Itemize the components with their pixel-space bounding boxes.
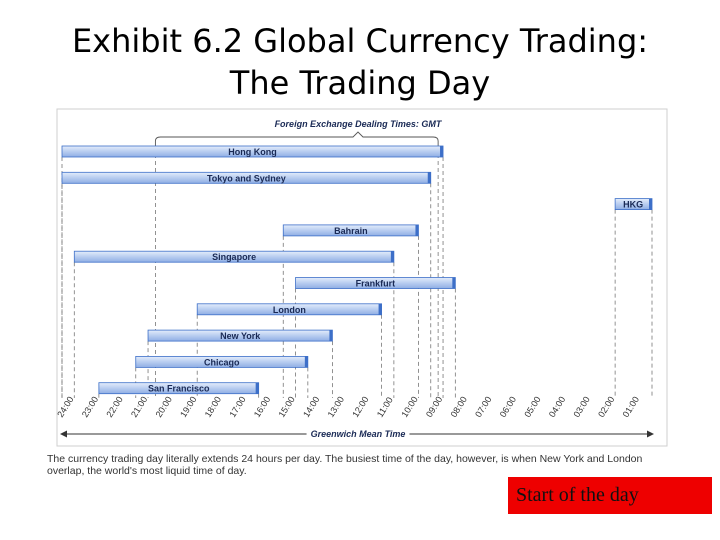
bar-end-chicago: [304, 356, 308, 368]
bar-end-hkg: [649, 198, 652, 210]
bar-label-bahrain: Bahrain: [334, 226, 368, 236]
bar-end-bahrain: [415, 224, 419, 236]
bar-label-san-francisco: San Francisco: [148, 384, 210, 394]
bar-label-hong-kong: Hong Kong: [228, 147, 277, 157]
bar-end-new-york: [329, 330, 333, 342]
slide-title: Exhibit 6.2 Global Currency Trading: The…: [0, 20, 720, 104]
bar-end-san-francisco: [255, 382, 259, 394]
x-axis-arrow-left: [60, 430, 67, 438]
bar-label-tokyo-and-sydney: Tokyo and Sydney: [207, 173, 286, 183]
x-axis-title: Greenwich Mean Time: [311, 429, 406, 439]
bar-end-hong-kong: [440, 146, 444, 157]
bar-label-new-york: New York: [220, 331, 261, 341]
bar-end-london: [378, 303, 382, 315]
bar-label-frankfurt: Frankfurt: [356, 279, 396, 289]
bracket-path: [154, 131, 439, 147]
bar-label-hkg: HKG: [623, 200, 643, 210]
chart-caption: The currency trading day literally exten…: [47, 453, 643, 477]
start-of-day-box: Start of the day: [508, 477, 712, 514]
bar-new-york: [147, 329, 333, 342]
bar-label-singapore: Singapore: [212, 252, 256, 262]
slide-title-line-2: The Trading Day: [229, 64, 491, 102]
x-axis-title-bg: [306, 428, 410, 440]
dealing-times-bracket: [154, 131, 439, 398]
slide-title-line-1: Exhibit 6.2 Global Currency Trading:: [71, 22, 649, 60]
bar-end-frankfurt: [452, 277, 456, 289]
bar-label-chicago: Chicago: [204, 357, 240, 367]
bar-label-london: London: [273, 305, 306, 315]
x-axis: Greenwich Mean Time: [60, 428, 654, 440]
bar-end-singapore: [390, 251, 394, 263]
chart-title: Foreign Exchange Dealing Times: GMT: [275, 119, 443, 129]
x-axis-arrow-right: [647, 430, 654, 438]
bar-end-tokyo-and-sydney: [427, 172, 431, 184]
chart-bars: Hong Kong Tokyo and Sydney HKG Bahrain Singa…: [61, 145, 653, 395]
